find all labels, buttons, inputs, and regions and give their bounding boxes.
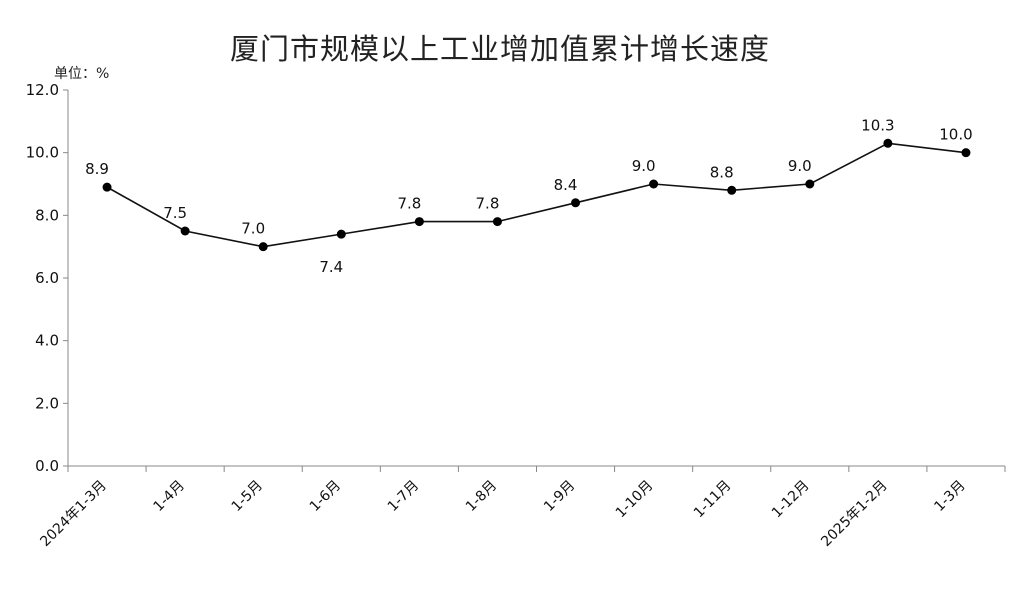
data-point	[180, 226, 190, 236]
data-label: 8.4	[554, 176, 578, 194]
x-tick-label: 1-11月	[691, 478, 735, 522]
x-tick-label: 1-4月	[151, 478, 188, 515]
x-tick-label: 2024年1-3月	[37, 478, 109, 550]
data-point	[727, 185, 737, 195]
x-tick-label: 1-3月	[931, 478, 968, 515]
data-point	[336, 229, 346, 239]
data-label: 9.0	[788, 157, 812, 175]
axes: 0.0 2.0 4.0 6.0 8.0 10.0 12.0 2024年1-3月 1-4月 1-5月…	[26, 81, 1006, 550]
x-tick-label: 1-9月	[541, 478, 578, 515]
y-tick-label: 10.0	[26, 144, 59, 162]
data-point	[102, 182, 112, 192]
series-line	[106, 142, 967, 248]
data-label-group: 8.9 7.5 7.0 7.4 7.8 7.8 8.4 9.0 8.8 9.0 10.3 10.0	[85, 116, 973, 276]
y-tick-label: 6.0	[35, 269, 59, 287]
data-label: 7.8	[476, 195, 500, 213]
y-tick-label: 2.0	[35, 394, 59, 412]
y-tick-label: 4.0	[35, 332, 59, 350]
x-tick-label: 1-6月	[307, 478, 344, 515]
series-line-group	[102, 138, 971, 252]
data-point	[961, 148, 971, 158]
y-tick-label: 12.0	[26, 81, 59, 99]
data-point	[571, 198, 581, 208]
data-label: 9.0	[632, 157, 656, 175]
data-label: 7.5	[163, 204, 187, 222]
y-tick-label: 0.0	[35, 457, 59, 475]
unit-label: 单位：%	[54, 66, 110, 82]
x-tick-label: 1-8月	[463, 478, 500, 515]
data-label: 7.0	[241, 220, 265, 238]
x-tick-label: 2025年1-2月	[818, 478, 890, 550]
x-tick-label: 1-10月	[613, 478, 657, 522]
x-tick-label: 1-7月	[385, 478, 422, 515]
data-point	[883, 138, 893, 148]
data-label: 8.8	[710, 163, 734, 181]
data-label: 7.8	[397, 195, 421, 213]
data-point	[649, 179, 659, 189]
data-point	[805, 179, 815, 189]
x-tick-label: 1-12月	[769, 478, 813, 522]
data-label: 10.0	[939, 126, 972, 144]
data-label: 7.4	[319, 258, 343, 276]
y-tick-label: 8.0	[35, 206, 59, 224]
data-point	[258, 242, 268, 252]
data-label: 10.3	[861, 116, 894, 134]
data-point	[492, 217, 502, 227]
chart-title: 厦门市规模以上工业增加值累计增长速度	[229, 32, 770, 66]
x-tick-label: 1-5月	[229, 478, 266, 515]
data-label: 8.9	[85, 160, 109, 178]
data-point	[414, 217, 424, 227]
